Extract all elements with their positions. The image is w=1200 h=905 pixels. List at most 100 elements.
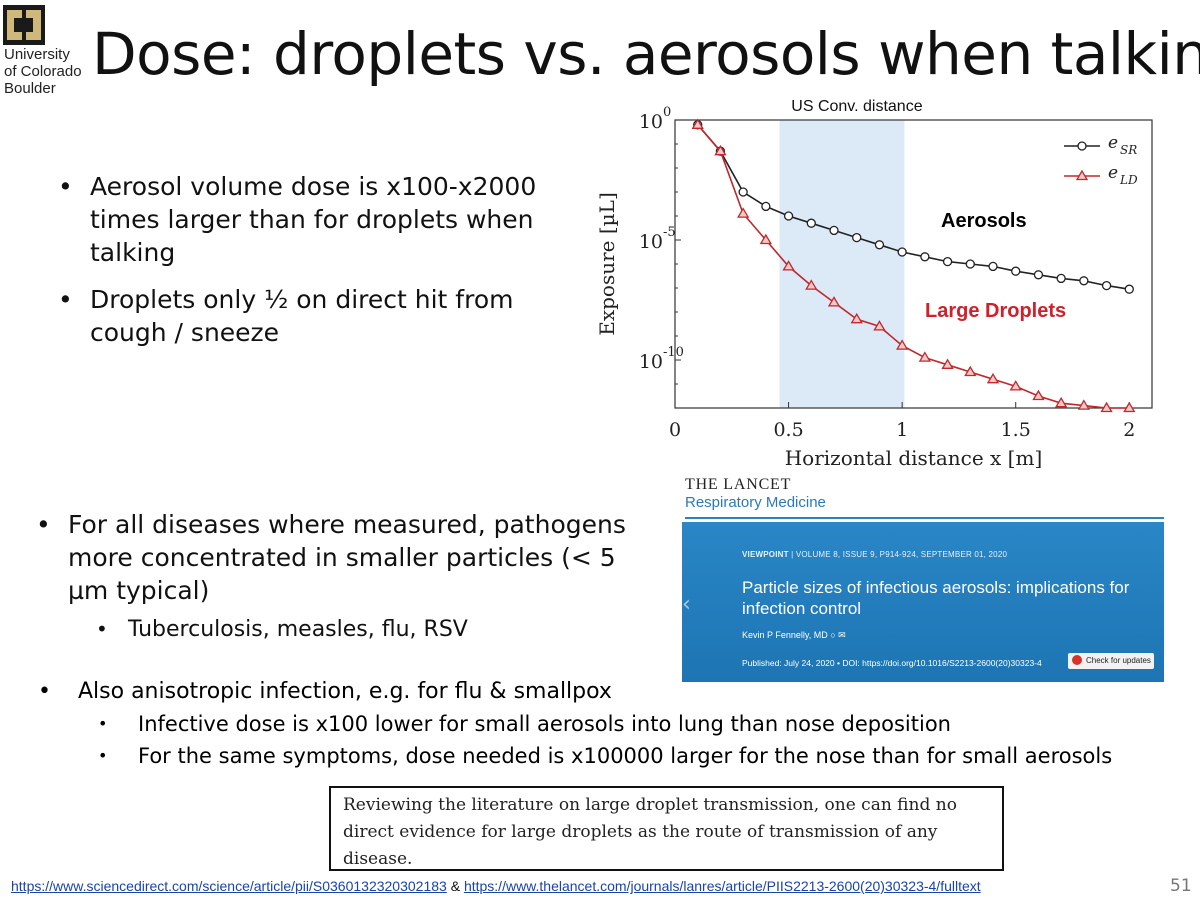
x-axis-label: Horizontal distance x [m] [785,446,1043,470]
y-axis-label: Exposure [µL] [595,192,619,336]
page-number: 51 [1170,876,1192,896]
data-point-ld [782,260,795,271]
check-updates-label: Check for updates [1086,656,1151,665]
slide-title: Dose: droplets vs. aerosols when talking [92,20,1200,88]
data-point-sr [852,232,862,243]
data-point-ld [759,233,772,245]
series-line-ld [697,124,1130,409]
data-point-sr [942,256,953,267]
check-updates-button: Check for updates [1068,653,1154,669]
y-tick-label: 10 [639,351,663,373]
bullet-text: Infective dose is x100 lower for small a… [138,712,951,736]
data-point-ld [986,372,1000,384]
bullet-text: Droplets only ½ on direct hit from cough… [90,285,514,347]
data-point-ld [1100,401,1113,413]
list-subitem: • For the same symptoms, dose needed is … [38,740,1168,772]
x-tick-label: 0 [669,419,681,441]
reference-link-sciencedirect[interactable]: https://www.sciencedirect.com/science/ar… [11,878,447,894]
data-point-ld [873,320,886,331]
legend-label: e [1108,133,1118,153]
annotation-large-droplets: Large Droplets [925,300,1066,322]
shaded-region [779,120,905,408]
meta-separator: | [791,550,796,559]
data-point-sr [965,259,975,269]
bullet-icon: • [98,746,108,765]
legend-marker [1075,169,1089,181]
x-tick-label: 0.5 [773,419,803,441]
data-point-sr [1056,273,1066,284]
data-point-sr [988,261,998,272]
data-point-ld [805,279,818,290]
data-point-sr [783,211,794,221]
x-tick-label: 2 [1123,419,1135,441]
data-point-sr [874,240,885,250]
data-point-ld [714,144,727,156]
data-point-sr [806,218,816,228]
bullet-text: Aerosol volume dose is x100-x2000 times … [90,172,537,267]
list-item: • Also anisotropic infection, e.g. for f… [38,676,1168,708]
data-point-sr [1033,270,1044,280]
data-point-ld [1077,399,1090,410]
data-point-ld [918,351,931,362]
legend-label: e [1108,163,1118,183]
y-tick-exponent: -5 [663,225,676,240]
data-point-ld [1123,401,1136,413]
data-point-sr [1124,284,1134,294]
bullet-icon: • [36,510,51,539]
data-point-ld [964,365,977,377]
viewpoint-meta: VOLUME 8, ISSUE 9, P914-924, SEPTEMBER 0… [795,550,1008,559]
mail-icon: ✉ [838,630,846,640]
legend-marker [1077,141,1087,151]
data-point-ld [896,339,909,350]
data-point-ld [691,118,704,129]
bullet-icon: • [38,679,51,704]
author-name: Kevin P Fennelly, MD [742,630,828,640]
logo-line-2: of Colorado [4,63,82,80]
footer-references: https://www.sciencedirect.com/science/ar… [11,878,981,894]
lancet-article-card: ‹ VIEWPOINT | VOLUME 8, ISSUE 9, P914-92… [682,522,1164,682]
legend-label-subscript: SR [1120,143,1137,157]
data-point-sr [1079,276,1089,286]
logo-line-1: University [4,46,70,63]
bullet-icon: • [58,172,73,201]
bullet-icon: • [96,617,108,641]
article-author: Kevin P Fennelly, MD ○ ✉ [742,630,846,641]
data-point-sr [1011,266,1021,276]
data-point-ld [737,207,750,218]
y-tick-label: 10 [639,111,663,133]
x-tick-label: 1.5 [1001,419,1031,441]
data-point-ld [1032,389,1045,401]
data-point-sr [761,201,771,212]
chevron-left-icon: ‹ [682,592,691,617]
x-tick-label: 1 [896,419,908,441]
data-point-ld [1009,380,1022,391]
data-point-sr [829,225,839,236]
lancet-header: THE LANCET Respiratory Medicine [685,476,826,511]
bullet-text: For the same symptoms, dose needed is x1… [138,744,1113,768]
y-tick-label: 10 [639,231,663,253]
data-point-ld [827,296,841,307]
y-tick-exponent: -10 [663,345,684,360]
article-meta: VIEWPOINT | VOLUME 8, ISSUE 9, P914-924,… [742,550,1007,559]
bullet-list-top: • Aerosol volume dose is x100-x2000 time… [58,170,578,349]
data-point-sr [920,252,930,262]
bullet-list-mid: • For all diseases where measured, patho… [36,508,636,646]
reference-link-lancet[interactable]: https://www.thelancet.com/journals/lanre… [463,878,981,894]
quote-text: Reviewing the literature on large drople… [343,795,957,869]
list-subitem: • Infective dose is x100 lower for small… [38,708,1168,740]
article-published: Published: July 24, 2020 • DOI: https://… [742,658,1042,668]
plot-frame [674,119,1153,409]
lancet-divider [685,517,1164,519]
bullet-icon: • [98,714,108,733]
y-tick-exponent: 0 [663,105,671,120]
bullet-text: Tuberculosis, measles, flu, RSV [128,617,468,642]
footer-ampersand: & [446,878,464,894]
data-point-ld [941,358,954,369]
data-point-sr [1101,280,1112,291]
legend-label-subscript: LD [1119,173,1138,187]
list-item: • For all diseases where measured, patho… [36,508,636,607]
data-point-sr [738,187,748,197]
bullet-text: Also anisotropic infection, e.g. for flu… [78,679,612,704]
shaded-region-label: US Conv. distance [791,98,922,115]
